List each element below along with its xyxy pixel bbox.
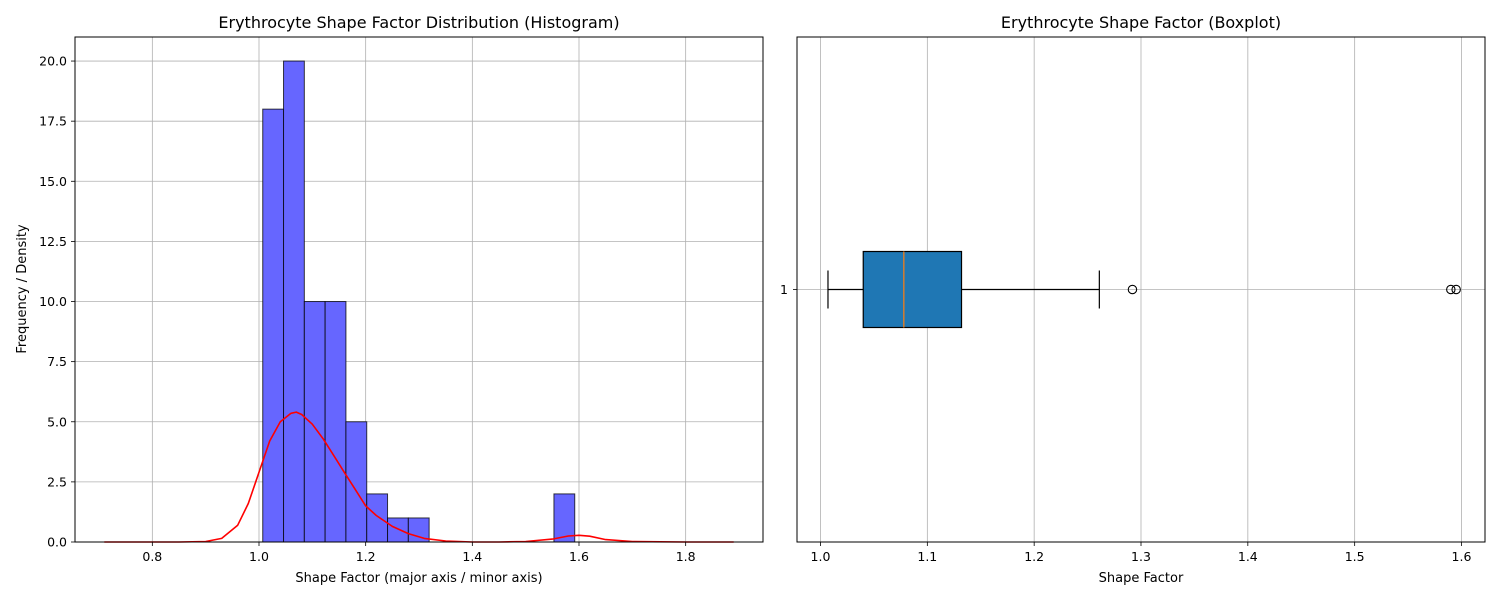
boxplot-outlier-point: [1446, 284, 1456, 295]
boxplot-x-tick-label: 1.3: [1131, 549, 1151, 564]
histogram-y-tick-label: 5.0: [47, 414, 67, 429]
boxplot-ticks: 1.0 1.1 1.2 1.3 1.4 1.5 1.6 1: [780, 282, 1471, 564]
boxplot-x-tick-label: 1.4: [1238, 549, 1258, 564]
boxplot-outlier-point: [1127, 284, 1138, 295]
boxplot-y-tick-label: 1: [780, 282, 788, 297]
boxplot-panel: 1.0 1.1 1.2 1.3 1.4 1.5 1.6 1 Erythrocyte Shape…: [780, 13, 1486, 586]
histogram-x-tick-label: 1.6: [569, 549, 589, 564]
histogram-bars: [262, 60, 576, 543]
kde-line: [104, 411, 734, 543]
histogram-bar: [366, 493, 389, 543]
histogram-bar: [262, 108, 285, 543]
histogram-y-tick-label: 10.0: [39, 294, 67, 309]
histogram-frame: [74, 36, 764, 543]
histogram-y-tick-label: 7.5: [47, 354, 67, 369]
histogram-x-tick-label: 1.4: [462, 549, 482, 564]
histogram-x-tick-label: 1.0: [249, 549, 269, 564]
boxplot-x-tick-label: 1.5: [1345, 549, 1365, 564]
histogram-y-tick-label: 15.0: [39, 174, 67, 189]
histogram-panel: 0.8 1.0 1.2 1.4 1.6 1.8 0.0 2.5 5.0 7.5 10.0 12.5 15…: [15, 13, 764, 586]
histogram-y-tick-label: 17.5: [39, 114, 67, 129]
histogram-bar: [553, 493, 576, 543]
histogram-y-axis-label: Frequency / Density: [15, 224, 30, 354]
boxplot-x-tick-label: 1.1: [917, 549, 937, 564]
histogram-y-tick-label: 12.5: [39, 234, 67, 249]
histogram-ticks: 0.8 1.0 1.2 1.4 1.6 1.8 0.0 2.5 5.0 7.5 10.0 12.5 15…: [39, 54, 695, 564]
boxplot-x-tick-label: 1.2: [1024, 549, 1044, 564]
boxplot-box: [862, 250, 963, 329]
boxplot-x-axis-label: Shape Factor: [1099, 571, 1184, 586]
histogram-x-axis-label: Shape Factor (major axis / minor axis): [295, 571, 542, 586]
histogram-bar: [345, 421, 368, 543]
boxplot-title: Erythrocyte Shape Factor (Boxplot): [1001, 13, 1281, 32]
boxplot-x-tick-label: 1.6: [1452, 549, 1472, 564]
histogram-bar: [303, 301, 326, 543]
kde-curve: [104, 411, 734, 543]
histogram-x-tick-label: 1.2: [356, 549, 376, 564]
boxplot-elements: [827, 250, 1461, 329]
histogram-x-tick-label: 1.8: [676, 549, 696, 564]
boxplot-x-tick-label: 1.0: [811, 549, 831, 564]
boxplot-outlier-point: [1451, 284, 1461, 295]
histogram-title: Erythrocyte Shape Factor Distribution (H…: [218, 13, 619, 32]
histogram-y-tick-label: 2.5: [47, 474, 67, 489]
histogram-bar: [324, 301, 347, 543]
histogram-x-tick-label: 0.8: [142, 549, 162, 564]
histogram-bar: [283, 60, 305, 543]
histogram-y-tick-label: 0.0: [47, 535, 67, 550]
histogram-bar: [387, 517, 409, 543]
histogram-y-tick-label: 20.0: [39, 54, 67, 69]
histogram-grid: [75, 37, 763, 543]
